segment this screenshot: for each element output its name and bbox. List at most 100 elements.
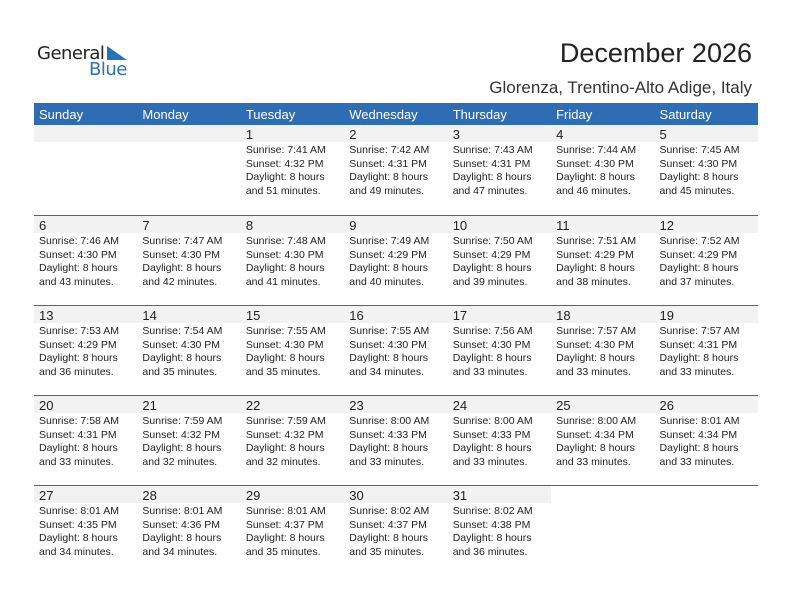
daylight: Daylight: 8 hours (556, 442, 635, 454)
daylight-minutes: and 51 minutes. (245, 184, 321, 197)
daylight-minutes: and 39 minutes. (452, 275, 528, 288)
sunset: Sunset: 4:31 PM (39, 428, 117, 441)
sunrise: Sunrise: 8:02 AM (349, 505, 430, 517)
daylight-minutes: and 41 minutes. (245, 275, 321, 288)
sunset: Sunset: 4:29 PM (659, 248, 738, 261)
sunrise: Sunrise: 8:00 AM (349, 415, 430, 427)
day-cell: 28 Sunrise: 8:01 AM Sunset: 4:36 PM Dayl… (137, 486, 241, 575)
week-row: 1 Sunrise: 7:41 AM Sunset: 4:32 PM Dayli… (34, 125, 758, 215)
daylight: Daylight: 8 hours (349, 532, 429, 544)
daylight-minutes: and 43 minutes. (39, 275, 114, 288)
day-number: 8 (240, 216, 345, 233)
daylight-minutes: and 37 minutes. (659, 275, 735, 288)
daylight-minutes: and 46 minutes. (556, 184, 631, 197)
sunset: Sunset: 4:30 PM (452, 338, 531, 351)
sunrise: Sunrise: 7:42 AM (349, 144, 430, 156)
daylight-minutes: and 34 minutes. (39, 545, 114, 558)
sunrise: Sunrise: 7:51 AM (556, 235, 637, 247)
daylight: Daylight: 8 hours (659, 262, 739, 274)
week-row: 20 Sunrise: 7:58 AM Sunset: 4:31 PM Dayl… (34, 395, 758, 485)
daylight: Daylight: 8 hours (142, 352, 222, 364)
day-cell: 4 Sunrise: 7:44 AM Sunset: 4:30 PM Dayli… (551, 125, 655, 215)
day-number: 12 (654, 216, 758, 233)
daylight-minutes: and 35 minutes. (245, 365, 321, 378)
day-cell: 21 Sunrise: 7:59 AM Sunset: 4:32 PM Dayl… (137, 396, 241, 485)
sunset: Sunset: 4:31 PM (349, 157, 427, 170)
day-cell: 19 Sunrise: 7:57 AM Sunset: 4:31 PM Dayl… (654, 306, 758, 395)
sunset: Sunset: 4:37 PM (349, 518, 427, 531)
week-row: 13 Sunrise: 7:53 AM Sunset: 4:29 PM Dayl… (34, 305, 758, 395)
daylight: Daylight: 8 hours (659, 442, 739, 454)
daylight: Daylight: 8 hours (39, 532, 118, 544)
sunrise: Sunrise: 7:55 AM (245, 325, 326, 337)
sunset: Sunset: 4:33 PM (349, 428, 427, 441)
sunrise: Sunrise: 8:00 AM (556, 415, 637, 427)
day-cell: 31 Sunrise: 8:02 AM Sunset: 4:38 PM Dayl… (447, 486, 552, 575)
day-number: 6 (34, 216, 138, 233)
daylight: Daylight: 8 hours (452, 171, 532, 183)
day-number: 20 (34, 396, 138, 413)
weekday-tuesday: Tuesday (245, 107, 296, 122)
sunset: Sunset: 4:38 PM (452, 518, 531, 531)
day-cell: 15 Sunrise: 7:55 AM Sunset: 4:30 PM Dayl… (240, 306, 345, 395)
sunset: Sunset: 4:30 PM (39, 248, 117, 261)
weekday-sunday: Sunday (39, 107, 84, 122)
empty-cell (655, 486, 758, 575)
daylight-minutes: and 35 minutes. (245, 545, 321, 558)
day-number: 17 (447, 306, 552, 323)
sunrise: Sunrise: 8:01 AM (245, 505, 326, 517)
day-cell: 11 Sunrise: 7:51 AM Sunset: 4:29 PM Dayl… (551, 216, 655, 305)
week-row: 27 Sunrise: 8:01 AM Sunset: 4:35 PM Dayl… (34, 485, 758, 575)
logo: General Blue (37, 43, 137, 83)
day-cell: 8 Sunrise: 7:48 AM Sunset: 4:30 PM Dayli… (240, 216, 345, 305)
weekday-saturday: Saturday (659, 107, 712, 122)
sunset: Sunset: 4:30 PM (245, 248, 324, 261)
sunset: Sunset: 4:30 PM (659, 157, 738, 170)
day-cell: 1 Sunrise: 7:41 AM Sunset: 4:32 PM Dayli… (240, 125, 345, 215)
sunset: Sunset: 4:29 PM (452, 248, 531, 261)
daylight: Daylight: 8 hours (245, 442, 325, 454)
day-cell: 5 Sunrise: 7:45 AM Sunset: 4:30 PM Dayli… (654, 125, 758, 215)
day-number: 22 (240, 396, 345, 413)
day-number: 15 (240, 306, 345, 323)
day-cell: 12 Sunrise: 7:52 AM Sunset: 4:29 PM Dayl… (654, 216, 758, 305)
day-number: 9 (344, 216, 448, 233)
sunset: Sunset: 4:34 PM (659, 428, 738, 441)
daylight-minutes: and 47 minutes. (452, 184, 528, 197)
day-number: 4 (551, 125, 655, 142)
sunset: Sunset: 4:29 PM (556, 248, 634, 261)
day-number: 30 (344, 486, 448, 503)
weekday-thursday: Thursday (452, 107, 507, 122)
day-number: 7 (137, 216, 241, 233)
logo-text-blue: Blue (89, 59, 127, 80)
sunrise: Sunrise: 7:47 AM (142, 235, 223, 247)
day-number: 25 (551, 396, 655, 413)
day-number: 24 (447, 396, 552, 413)
sunrise: Sunrise: 7:45 AM (659, 144, 740, 156)
sunrise: Sunrise: 7:59 AM (245, 415, 326, 427)
day-cell: 2 Sunrise: 7:42 AM Sunset: 4:31 PM Dayli… (344, 125, 448, 215)
sunset: Sunset: 4:31 PM (452, 157, 531, 170)
day-number: 23 (344, 396, 448, 413)
daylight-minutes: and 33 minutes. (659, 455, 735, 468)
sunrise: Sunrise: 7:54 AM (142, 325, 223, 337)
daylight: Daylight: 8 hours (556, 352, 635, 364)
day-cell: 14 Sunrise: 7:54 AM Sunset: 4:30 PM Dayl… (137, 306, 241, 395)
sunset: Sunset: 4:29 PM (39, 338, 117, 351)
day-cell: 17 Sunrise: 7:56 AM Sunset: 4:30 PM Dayl… (447, 306, 552, 395)
day-number: 14 (137, 306, 241, 323)
sunset: Sunset: 4:30 PM (556, 157, 634, 170)
daylight: Daylight: 8 hours (142, 532, 222, 544)
daylight: Daylight: 8 hours (245, 352, 325, 364)
sunset: Sunset: 4:30 PM (142, 248, 221, 261)
day-number-band (137, 125, 241, 142)
day-cell: 24 Sunrise: 8:00 AM Sunset: 4:33 PM Dayl… (447, 396, 552, 485)
sunrise: Sunrise: 7:49 AM (349, 235, 430, 247)
day-number: 1 (240, 125, 345, 142)
sunset: Sunset: 4:30 PM (556, 338, 634, 351)
daylight-minutes: and 33 minutes. (659, 365, 735, 378)
daylight-minutes: and 33 minutes. (452, 455, 528, 468)
day-number: 27 (34, 486, 138, 503)
page-title: December 2026 (559, 38, 752, 68)
day-number: 5 (654, 125, 758, 142)
